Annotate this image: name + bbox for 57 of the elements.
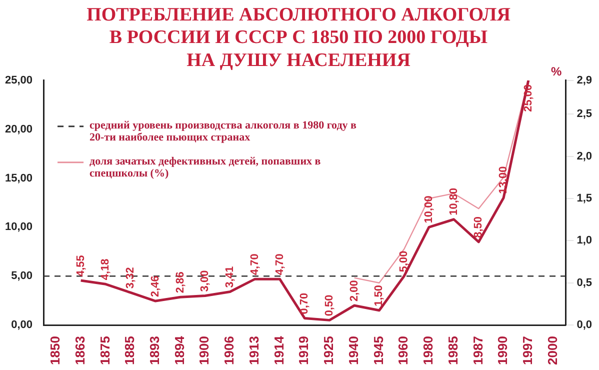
x-tick-label: 1913 <box>246 336 262 365</box>
x-tick-label: 1985 <box>445 336 460 365</box>
data-label: 3,32 <box>124 267 137 289</box>
y-tick-label: 25,00 <box>4 74 33 86</box>
x-tick-label: 1945 <box>370 336 386 365</box>
data-label: 13,00 <box>498 166 510 194</box>
x-tick-label: 1960 <box>396 336 411 365</box>
x-tick-label: 1885 <box>122 336 138 365</box>
data-label: 3,41 <box>224 266 236 288</box>
x-tick-label: 1990 <box>495 336 510 365</box>
x-tick-label: 2000 <box>544 336 560 365</box>
x-tick-label: 1919 <box>296 336 312 365</box>
data-label: 10,80 <box>448 188 460 216</box>
data-label: 4,55 <box>74 255 87 277</box>
x-tick-label: 1940 <box>346 336 361 365</box>
data-label: 25,00 <box>522 84 534 112</box>
y-tick-label: 20,00 <box>4 123 33 136</box>
y-tick-label: 5,00 <box>11 270 33 282</box>
y2-tick-label: 2,9 <box>576 74 592 86</box>
data-label: 3,00 <box>199 270 212 292</box>
data-label: 0,70 <box>298 292 311 314</box>
legend-label: доля зачатых дефективных детей, попавших в спецшколы (%) <box>90 156 321 180</box>
y-tick-label: 10,00 <box>4 221 33 234</box>
y2-tick-label: 0,0 <box>576 319 592 332</box>
y2-tick-label: 2,5 <box>576 108 592 120</box>
y2-tick-label: 1,5 <box>576 192 592 205</box>
data-label: 2,86 <box>174 272 186 294</box>
y-tick-label: 15,00 <box>4 172 33 184</box>
x-tick-label: 1997 <box>520 336 535 365</box>
x-tick-label: 1906 <box>222 336 237 365</box>
chart-title: ПОТРЕБЛЕНИЕ АБСОЛЮТНОГО АЛКОГОЛЯ В РОССИИ И СССР С 1850 ПО 2000 ГОДЫ НА ДУШУ НАСЕЛЕНИЯ <box>86 4 511 71</box>
data-label: 0,50 <box>324 294 336 316</box>
data-label: 2,46 <box>149 276 162 298</box>
x-tick-label: 1925 <box>321 336 336 365</box>
data-label: 1,50 <box>373 284 386 306</box>
data-label: 2,00 <box>348 280 360 302</box>
data-label: 4,70 <box>274 254 286 276</box>
x-tick-label: 1894 <box>172 335 187 365</box>
data-label: 10,00 <box>422 196 435 224</box>
x-tick-label: 1987 <box>470 336 486 365</box>
x-tick-label: 1863 <box>72 336 88 365</box>
x-tick-label: 1850 <box>48 336 63 365</box>
x-tick-label: 1875 <box>97 336 112 365</box>
data-label: 8,50 <box>472 216 485 238</box>
legend-label: средний уровень производства алкоголя в 1980 году в 20-ти наиболее пьющих странах <box>90 120 357 144</box>
x-tick-label: 1914 <box>271 335 286 365</box>
y2-axis-title: % <box>551 64 562 79</box>
x-tick-label: 1980 <box>420 336 436 365</box>
y2-tick-label: 2,0 <box>576 150 592 162</box>
y2-tick-label: 1,0 <box>576 234 592 247</box>
data-label: 4,70 <box>248 254 261 276</box>
x-tick-label: 1900 <box>196 336 212 365</box>
y2-tick-label: 0,5 <box>576 276 592 289</box>
data-label: 5,00 <box>398 250 410 272</box>
data-label: 4,18 <box>100 258 112 280</box>
x-tick-label: 1893 <box>147 336 162 365</box>
y-tick-label: 0,00 <box>11 319 33 332</box>
